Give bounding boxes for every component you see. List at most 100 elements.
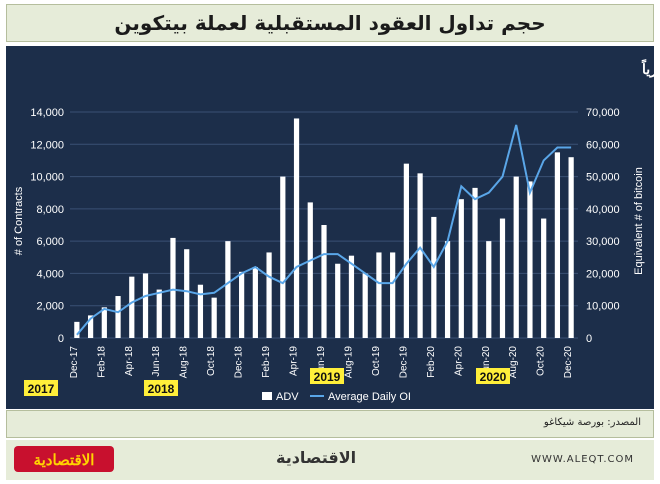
- brand-name: الاقتصادية: [276, 448, 357, 467]
- y-right-tick-label: 40,000: [586, 204, 620, 216]
- y-right-tick-label: 50,000: [586, 172, 620, 184]
- y-right-tick-label: 20,000: [586, 268, 620, 280]
- year-tag-label: 2019: [314, 370, 341, 384]
- adv-bar: [280, 176, 286, 338]
- oi-line-path: [76, 124, 572, 336]
- x-tick-label: Feb-19: [261, 346, 272, 378]
- x-tick-label: Dec-18: [234, 346, 245, 379]
- x-tick-label: Apr-18: [124, 346, 135, 376]
- x-tick-label: Dec-17: [69, 346, 80, 379]
- year-tag-bg: [476, 368, 510, 384]
- legend-label-adv: ADV: [276, 391, 299, 403]
- x-tick-label: Dec-20: [563, 346, 574, 379]
- adv-bar: [527, 181, 533, 338]
- y-axis-title-left: # of Contracts: [13, 186, 25, 255]
- adv-bar: [335, 263, 341, 338]
- legend-label-oi: Average Daily OI: [328, 391, 411, 403]
- year-tag: 2018: [144, 380, 178, 396]
- y-tick-label: 4,000: [36, 268, 64, 280]
- adv-bar: [252, 266, 258, 338]
- year-tag-label: 2020: [480, 370, 507, 384]
- y-right-tick-label: 0: [586, 333, 592, 345]
- adv-bar: [417, 173, 423, 338]
- legend: ADV Average Daily OI: [262, 391, 411, 403]
- adv-bar: [74, 321, 80, 338]
- y-right-tick-label: 10,000: [586, 301, 620, 313]
- chart-panel: متوسط 30,000 عملة شهرياً 0 2,000 4,000 6,00…: [6, 46, 660, 409]
- year-tag-label: 2018: [148, 382, 175, 396]
- adv-bar: [156, 289, 162, 338]
- adv-bar: [403, 163, 409, 338]
- adv-bar: [568, 157, 574, 338]
- source-bar: المصدر: بورصة شيكاغو: [6, 410, 654, 438]
- adv-bar: [554, 152, 561, 338]
- adv-bar: [170, 237, 176, 338]
- adv-bar: [184, 249, 190, 338]
- adv-bar: [486, 241, 492, 338]
- adv-bar: [472, 187, 478, 338]
- adv-bar: [458, 199, 464, 338]
- adv-bar: [390, 252, 396, 338]
- chart-annotation: متوسط 30,000 عملة شهرياً: [641, 59, 654, 78]
- adv-bar: [239, 271, 245, 338]
- adv-bars: [74, 118, 574, 338]
- year-tag: 2020: [476, 368, 510, 384]
- adv-bar: [444, 241, 451, 338]
- adv-bar: [87, 315, 94, 338]
- adv-bar: [307, 202, 313, 338]
- x-tick-label: Jun-19: [316, 346, 327, 377]
- adv-bar: [225, 241, 231, 338]
- x-tick-label: Oct-19: [371, 346, 382, 376]
- title-banner: حجم تداول العقود المستقبلية لعملة بيتكوي…: [6, 4, 654, 42]
- year-tag-bg: [310, 368, 344, 384]
- svg-text:الاقتصادية: الاقتصادية: [34, 452, 95, 469]
- adv-bar: [197, 284, 204, 338]
- y-axis-title-right: Equivalent # of bitcoin: [633, 167, 645, 275]
- year-tags: 2017 2018 2019 2020: [24, 368, 510, 396]
- y-tick-label: 14,000: [30, 107, 64, 119]
- brand-logo: الاقتصادية: [14, 446, 114, 472]
- bitcoin-futures-chart: متوسط 30,000 عملة شهرياً 0 2,000 4,000 6,00…: [13, 59, 660, 403]
- adv-bar: [513, 176, 519, 338]
- adv-bar: [321, 225, 327, 338]
- y-tick-label: 12,000: [30, 139, 64, 151]
- year-tag: 2019: [310, 368, 344, 384]
- y-axis-left: 0 2,000 4,000 6,000 8,000 10,000 12,000 14,000: [30, 107, 64, 345]
- adv-bar: [499, 218, 506, 338]
- year-tag-bg: [144, 380, 178, 396]
- adv-bar: [362, 273, 368, 338]
- x-tick-label: Feb-18: [96, 346, 107, 378]
- x-tick-label: Oct-20: [536, 346, 547, 376]
- y-tick-label: 2,000: [36, 301, 64, 313]
- adv-bar: [211, 297, 217, 338]
- adv-bar: [142, 273, 149, 338]
- y-right-tick-label: 30,000: [586, 236, 620, 248]
- website-url: WWW.ALEQT.COM: [531, 454, 634, 465]
- y-right-tick-label: 70,000: [586, 107, 620, 119]
- x-tick-label: Jun-18: [151, 346, 162, 377]
- x-tick-label: Apr-20: [453, 346, 464, 376]
- y-tick-label: 0: [58, 333, 64, 345]
- x-tick-label: Jun-20: [481, 346, 492, 377]
- legend-swatch-adv: [262, 392, 272, 400]
- y-tick-label: 6,000: [36, 236, 64, 248]
- x-tick-label: Dec-19: [398, 346, 409, 379]
- x-tick-label: Aug-18: [179, 346, 190, 379]
- adv-bar: [115, 296, 121, 338]
- x-tick-label: Aug-19: [343, 346, 354, 379]
- year-tag-bg: [24, 380, 58, 396]
- y-tick-label: 8,000: [36, 204, 64, 216]
- adv-bar: [431, 216, 437, 338]
- adv-bar: [348, 255, 355, 338]
- y-tick-label: 10,000: [30, 172, 64, 184]
- adv-bar: [129, 276, 135, 338]
- year-tag-label: 2017: [28, 382, 55, 396]
- oi-line: [76, 124, 572, 336]
- y-axis-right: 0 10,000 20,000 30,000 40,000 50,000 60,000 70,…: [586, 107, 620, 345]
- adv-bar: [266, 252, 272, 338]
- x-tick-label: Feb-20: [426, 346, 437, 378]
- adv-bar: [541, 218, 547, 338]
- adv-bar: [376, 252, 382, 338]
- footer: الاقتصادية الاقتصادية WWW.ALEQT.COM: [6, 440, 654, 480]
- x-tick-label: Apr-19: [289, 346, 300, 376]
